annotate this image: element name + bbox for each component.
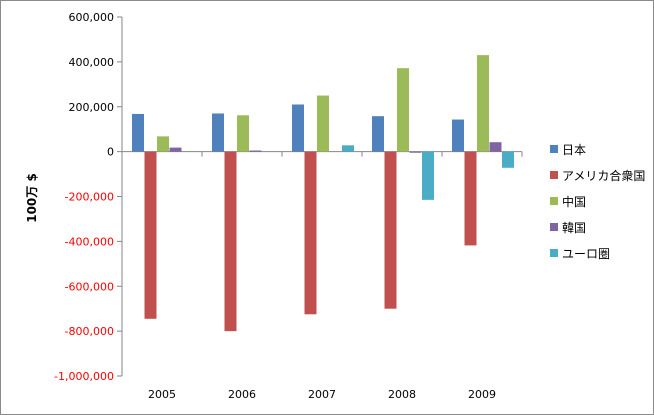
bar [342, 145, 354, 152]
bar [384, 151, 397, 309]
y-axis-label: 100万 $ [25, 173, 39, 223]
bar [237, 115, 249, 152]
bar [224, 151, 237, 332]
bar [372, 116, 384, 152]
bar [292, 104, 304, 152]
bar [132, 113, 144, 152]
axes-group: 600,000 400,000 200,000 0 -200,000 -400,000 -6… [54, 11, 523, 401]
y-tick-label: 0 [107, 146, 114, 159]
x-tick-label: 2005 [148, 388, 176, 401]
y-tick-label: -200,000 [65, 191, 114, 204]
bar [489, 142, 502, 152]
bar [452, 119, 464, 152]
bar [169, 147, 182, 152]
bar [409, 151, 422, 153]
bar [157, 136, 169, 152]
legend-swatch [550, 197, 558, 205]
bar [502, 151, 514, 168]
x-tick-label: 2008 [388, 388, 416, 401]
bar [397, 68, 409, 152]
legend-label: 中国 [562, 194, 586, 209]
legend-swatch [550, 249, 558, 257]
y-tick-label: 400,000 [69, 56, 115, 69]
x-tick-label: 2009 [468, 388, 496, 401]
y-tick-label: 600,000 [69, 11, 115, 24]
bar [249, 150, 262, 152]
bar [422, 151, 434, 200]
bar [464, 151, 477, 246]
legend-label: アメリカ合衆国 [562, 168, 645, 183]
bar [144, 151, 157, 319]
bar [317, 95, 329, 152]
y-tick-label: 200,000 [69, 101, 115, 114]
legend-swatch [550, 171, 558, 179]
y-tick-label: -800,000 [65, 325, 114, 338]
y-tick-label: -400,000 [65, 235, 114, 248]
bars-group [132, 55, 514, 332]
legend-label: 日本 [562, 143, 586, 157]
bar [477, 55, 489, 152]
bar [304, 151, 317, 315]
legend-swatch [550, 223, 558, 231]
bar [212, 113, 224, 152]
y-tick-label: -1,000,000 [54, 370, 114, 383]
y-tick-label: -600,000 [65, 280, 114, 293]
legend-swatch [550, 145, 558, 153]
x-tick-label: 2007 [308, 388, 336, 401]
x-tick-label: 2006 [228, 388, 256, 401]
legend-label: 韓国 [562, 221, 586, 235]
legend-label: ユーロ圏 [562, 247, 610, 261]
